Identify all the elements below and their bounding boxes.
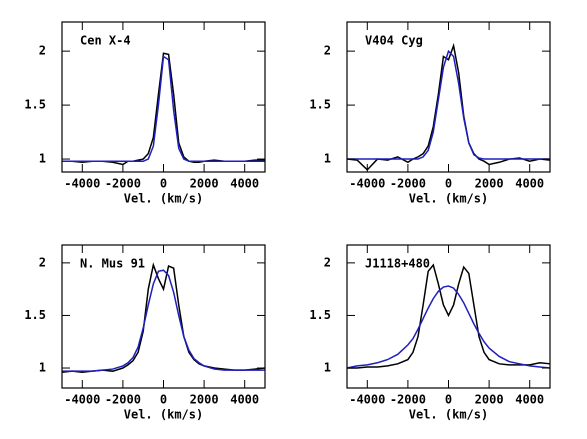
x-tick-label: -2000 xyxy=(105,177,141,191)
x-tick-label: -2000 xyxy=(105,393,141,407)
line-series xyxy=(346,42,551,171)
y-tick-label: 1.5 xyxy=(309,98,331,112)
line-series xyxy=(347,49,550,160)
x-tick-label: 2000 xyxy=(190,393,219,407)
line-series xyxy=(62,55,265,162)
x-axis-label: Vel. (km/s) xyxy=(409,192,488,206)
x-tick-label: 0 xyxy=(445,177,452,191)
x-tick-label: 4000 xyxy=(230,393,259,407)
y-tick-label: 1.5 xyxy=(309,308,331,322)
x-tick-label: -4000 xyxy=(349,393,385,407)
y-tick-label: 1 xyxy=(324,152,331,166)
x-tick-label: 2000 xyxy=(475,177,504,191)
panel-title: N. Mus 91 xyxy=(80,257,145,271)
y-tick-label: 1 xyxy=(39,361,46,375)
x-tick-label: -4000 xyxy=(64,177,100,191)
x-axis-label: Vel. (km/s) xyxy=(124,192,203,206)
x-axis-label: Vel. (km/s) xyxy=(409,408,488,422)
x-tick-label: 4000 xyxy=(515,177,544,191)
panel-title: J1118+480 xyxy=(365,257,430,271)
line-series xyxy=(62,269,265,372)
y-tick-label: 1 xyxy=(39,152,46,166)
line-series xyxy=(346,285,551,369)
y-tick-label: 2 xyxy=(324,255,331,269)
x-axis-label: Vel. (km/s) xyxy=(124,408,203,422)
line-series xyxy=(347,263,551,369)
line-series xyxy=(61,262,266,373)
x-tick-label: 2000 xyxy=(475,393,504,407)
y-tick-label: 2 xyxy=(39,44,46,58)
x-tick-label: -2000 xyxy=(390,177,426,191)
y-tick-label: 2 xyxy=(324,44,331,58)
line-series xyxy=(62,52,265,166)
x-tick-label: -4000 xyxy=(349,177,385,191)
x-tick-label: 0 xyxy=(160,393,167,407)
y-tick-label: 1.5 xyxy=(24,308,46,322)
x-tick-label: 2000 xyxy=(190,177,219,191)
y-tick-label: 1 xyxy=(324,361,331,375)
x-tick-label: -2000 xyxy=(390,393,426,407)
x-tick-label: 0 xyxy=(445,393,452,407)
y-tick-label: 1.5 xyxy=(24,98,46,112)
panel-title: V404 Cyg xyxy=(365,34,423,48)
panel-title: Cen X-4 xyxy=(80,34,131,48)
x-tick-label: 4000 xyxy=(230,177,259,191)
x-tick-label: 4000 xyxy=(515,393,544,407)
y-tick-label: 2 xyxy=(39,255,46,269)
x-tick-label: 0 xyxy=(160,177,167,191)
x-tick-label: -4000 xyxy=(64,393,100,407)
